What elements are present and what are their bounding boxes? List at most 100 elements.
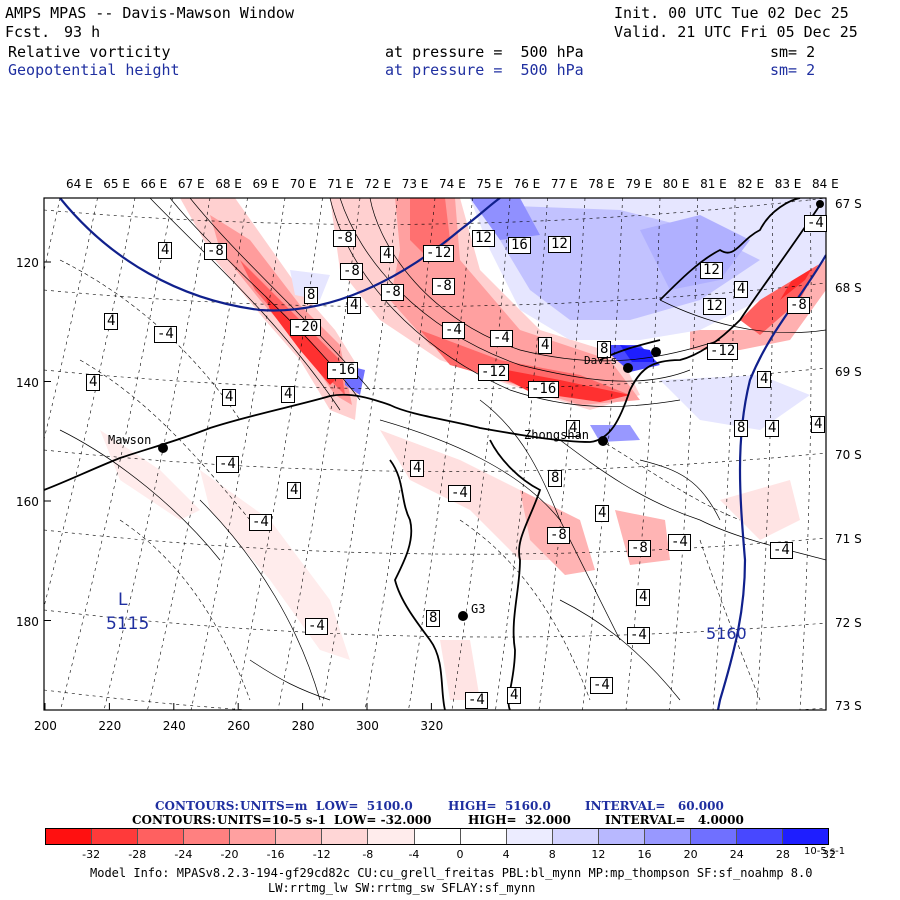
station-marker — [816, 200, 824, 208]
colorbar-label: 0 — [456, 848, 464, 861]
contour1-label: CONTOURS: — [155, 799, 239, 813]
field2-level: at pressure = 500 hPa — [385, 61, 584, 79]
latitude-label: 71 S — [835, 532, 862, 546]
longitude-label: 80 E — [662, 177, 690, 191]
positive-vorticity-shading — [290, 198, 826, 442]
longitude-label: 70 E — [289, 177, 317, 191]
vorticity-value-box: 4 — [811, 416, 826, 433]
field2-name: Geopotential height — [8, 61, 180, 79]
longitude-label: 64 E — [66, 177, 93, 191]
station-label-g3: G3 — [471, 602, 486, 616]
vorticity-value-box: -8 — [787, 297, 810, 314]
vorticity-value-box: -4 — [627, 627, 650, 644]
vorticity-value-box: -4 — [668, 534, 691, 551]
vorticity-value-box: 4 — [86, 374, 101, 391]
meridian-line — [408, 198, 473, 710]
vorticity-value-box: 4 — [757, 371, 772, 388]
init-time: Init. 00 UTC Tue 02 Dec 25 — [614, 4, 849, 22]
colorbar-label: -8 — [362, 848, 374, 861]
colorbar-label: -12 — [312, 848, 331, 861]
vorticity-value-box: 12 — [472, 230, 495, 247]
model-info-line1: Model Info: MPASv8.2.3-194-gf29cd82c CU:… — [90, 866, 813, 880]
vorticity-value-box: -8 — [333, 230, 356, 247]
latitude-label: 73 S — [835, 699, 862, 713]
vorticity-value-box: 8 — [426, 610, 441, 627]
station-marker — [623, 363, 633, 373]
station-marker — [158, 443, 168, 453]
longitude-label: 67 E — [177, 177, 205, 191]
vorticity-value-box: -4 — [249, 514, 272, 531]
colorbar-swatch — [92, 829, 139, 844]
meridian-line — [756, 198, 773, 710]
latitude-label: 70 S — [835, 448, 862, 462]
vorticity-value-box: -4 — [770, 542, 793, 559]
meridian-line — [103, 198, 211, 710]
station-label-mawson: Mawson — [108, 433, 152, 447]
meridian-line — [451, 198, 511, 710]
x-tick-label: 300 — [356, 719, 379, 733]
vorticity-value-box: 4 — [380, 246, 395, 263]
colorbar-swatch — [736, 829, 783, 844]
latitude-label: 72 S — [835, 616, 862, 630]
colorbar-swatch — [322, 829, 369, 844]
valid-time: Valid. 21 UTC Fri 05 Dec 25 — [614, 23, 858, 41]
contour2-interval: INTERVAL= 4.0000 — [605, 813, 744, 827]
contour2-low: LOW= -32.000 — [334, 813, 432, 827]
vorticity-value-box: -8 — [628, 540, 651, 557]
contour2-units: UNITS=10-5 s-1 — [217, 813, 326, 827]
field1-smooth: sm= 2 — [770, 43, 816, 61]
vorticity-value-box: 4 — [347, 297, 362, 314]
vorticity-value-box: -4 — [490, 330, 513, 347]
coastline — [44, 198, 821, 710]
colorbar-label: 28 — [775, 848, 790, 861]
contour1-low: LOW= 5100.0 — [316, 799, 413, 813]
parallel-line — [44, 529, 826, 555]
field2-smooth: sm= 2 — [770, 61, 816, 79]
latitude-label: 67 S — [835, 197, 862, 211]
vorticity-value-box: -4 — [305, 618, 328, 635]
vorticity-value-box: 4 — [222, 389, 237, 406]
vorticity-value-box: -12 — [478, 364, 510, 381]
meridian-line — [147, 198, 248, 710]
colorbar-swatch — [506, 829, 553, 844]
vorticity-value-box: 4 — [734, 281, 749, 298]
colorbar-swatch — [230, 829, 277, 844]
x-tick-label: 200 — [34, 719, 57, 733]
longitude-label: 79 E — [625, 177, 653, 191]
vorticity-value-box: -16 — [528, 381, 560, 398]
colorbar-swatch — [46, 829, 93, 844]
vorticity-value-box: 4 — [410, 460, 425, 477]
meridian-line — [44, 198, 98, 441]
station-label-zhongshan: Zhongshan — [524, 428, 590, 442]
vorticity-value-box: -4 — [154, 326, 177, 343]
geopotential-height-contours — [59, 198, 826, 710]
latitude-label: 69 S — [835, 365, 862, 379]
colorbar-swatch — [414, 829, 461, 844]
vorticity-value-box: -12 — [423, 245, 455, 262]
contour1-units: UNITS=m — [240, 799, 308, 813]
meridian-line — [538, 198, 586, 710]
longitude-label: 75 E — [476, 177, 503, 191]
vorticity-value-box: 12 — [703, 298, 726, 315]
vorticity-value-box: -4 — [448, 485, 471, 502]
vorticity-value-box: -20 — [290, 319, 322, 336]
meridian-line — [321, 198, 398, 710]
longitude-label: 81 E — [700, 177, 727, 191]
parallel-line — [44, 609, 826, 638]
colorbar-swatch — [368, 829, 415, 844]
contour2-high: HIGH= 32.000 — [468, 813, 571, 827]
vorticity-value-box: 8 — [597, 341, 612, 358]
meridian-line — [60, 198, 173, 710]
colorbar — [45, 828, 829, 845]
colorbar-swatch — [598, 829, 645, 844]
colorbar-label: 32 — [822, 848, 836, 861]
vorticity-value-box: 4 — [636, 589, 651, 606]
vorticity-value-box: 4 — [507, 687, 522, 704]
colorbar-label: 24 — [729, 848, 744, 861]
parallel-line — [44, 367, 826, 390]
vorticity-value-box: 4 — [765, 420, 780, 437]
vorticity-value-box: 4 — [538, 337, 553, 354]
vorticity-value-box: 16 — [508, 237, 531, 254]
colorbar-unit: 10-5 s-1 — [804, 846, 846, 857]
meridian-line — [582, 198, 623, 710]
